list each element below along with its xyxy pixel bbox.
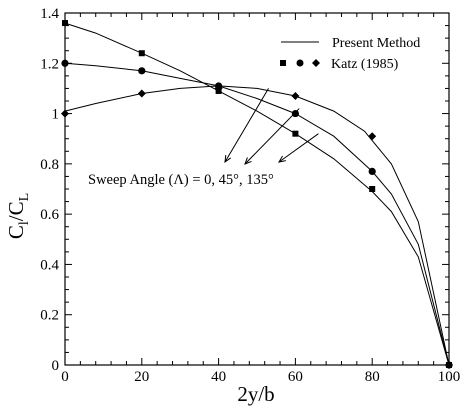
diamond-marker xyxy=(368,132,377,141)
square-marker xyxy=(292,130,299,137)
legend: Present Method Katz (1985) xyxy=(280,36,420,72)
series-line-1 xyxy=(64,22,450,366)
x-axis-title: 2y/b xyxy=(237,382,274,406)
y-tick-label: 0.2 xyxy=(40,308,59,324)
annotation-arrowhead xyxy=(278,155,286,163)
y-axis-title-sub2: L xyxy=(17,193,32,202)
x-tick-label: 20 xyxy=(134,369,149,385)
y-tick-label: 1.4 xyxy=(40,6,59,22)
series-line-2 xyxy=(64,62,450,366)
legend-label-present-method: Present Method xyxy=(332,36,420,51)
y-tick-label: 0.4 xyxy=(40,257,59,273)
annotation-arrow-line xyxy=(278,133,319,163)
series-markers xyxy=(61,20,453,369)
series-lines xyxy=(64,22,450,366)
circle-marker xyxy=(291,109,299,118)
diamond-marker xyxy=(137,89,146,98)
x-tick-label: 80 xyxy=(365,369,380,385)
y-axis-title: Cl/CL xyxy=(4,193,32,239)
y-axis-title-sub1: l xyxy=(17,221,32,225)
annotation-arrowhead xyxy=(224,154,231,164)
legend-circle-marker xyxy=(296,59,304,67)
y-axis-title-mid: /C xyxy=(4,201,28,221)
y-tick-label: 1.2 xyxy=(40,56,59,72)
circle-marker xyxy=(138,67,146,75)
x-tick-label: 100 xyxy=(438,369,461,385)
square-marker xyxy=(138,50,145,57)
y-tick-label: 1 xyxy=(52,107,60,123)
legend-diamond-marker xyxy=(312,59,320,67)
x-tick-labels: 0 20 40 60 80 100 xyxy=(61,369,460,385)
legend-square-marker xyxy=(280,60,286,66)
annotation-arrow-line xyxy=(224,88,269,163)
y-tick-label: 0.6 xyxy=(40,207,59,223)
circle-marker xyxy=(368,167,376,175)
sweep-angle-annotation: Sweep Angle (Λ) = 0, 45°, 135° xyxy=(88,172,274,188)
legend-label-katz: Katz (1985) xyxy=(331,57,399,72)
x-tick-label: 60 xyxy=(288,369,303,385)
annotation-arrowhead xyxy=(244,157,252,165)
y-tick-label: 0.8 xyxy=(40,157,59,173)
x-tick-label: 0 xyxy=(61,369,69,385)
annotation-arrows xyxy=(224,88,319,165)
y-tick-label: 0 xyxy=(52,358,60,374)
y-axis-title-main: C xyxy=(4,225,28,239)
diamond-marker xyxy=(214,84,223,93)
annotation-arrow-line xyxy=(244,108,300,165)
x-tick-label: 40 xyxy=(211,369,226,385)
square-marker xyxy=(369,186,376,192)
diamond-marker xyxy=(291,91,300,100)
series-line-3 xyxy=(64,85,450,366)
axis-ticks xyxy=(64,12,450,366)
y-tick-labels: 0 0.2 0.4 0.6 0.8 1 1.2 1.4 xyxy=(40,6,59,374)
